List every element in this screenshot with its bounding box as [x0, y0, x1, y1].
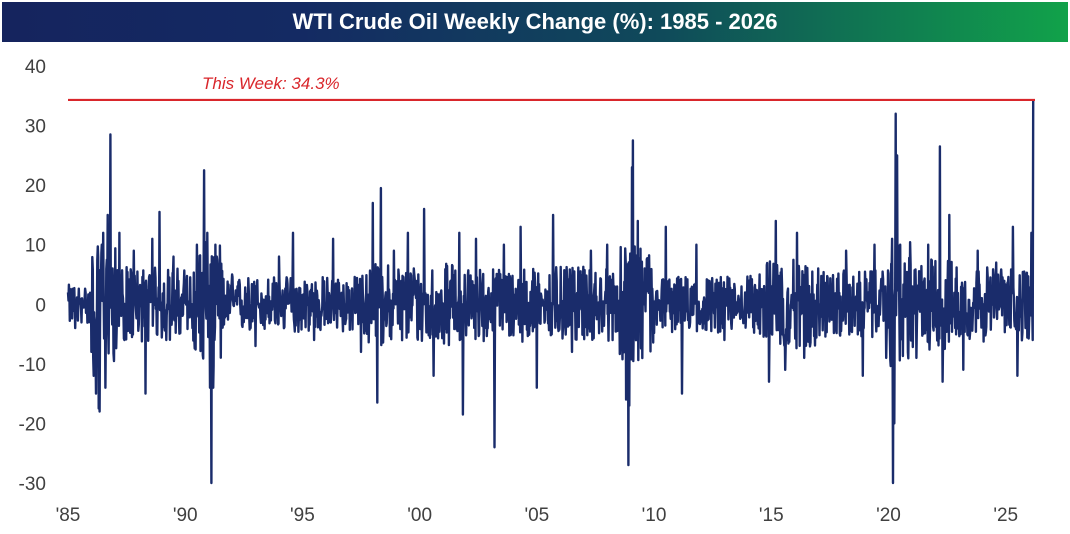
chart-title: WTI Crude Oil Weekly Change (%): 1985 - … [292, 9, 778, 34]
x-tick-label: '90 [173, 505, 198, 526]
y-tick-label: 0 [35, 295, 46, 316]
y-tick-label: 10 [25, 236, 46, 257]
y-tick-label: -30 [19, 474, 46, 495]
y-tick-label: 30 [25, 117, 46, 138]
x-tick-label: '05 [524, 505, 549, 526]
series-line [66, 99, 1035, 485]
y-tick-label: -20 [19, 414, 46, 435]
x-tick-label: '15 [759, 505, 784, 526]
y-tick-label: -10 [19, 355, 46, 376]
x-tick-label: '20 [876, 505, 901, 526]
x-tick-label: '10 [642, 505, 667, 526]
y-tick-label: 40 [25, 57, 46, 78]
annotation-this-week: This Week: 34.3% [202, 74, 340, 93]
x-tick-label: '85 [56, 505, 81, 526]
x-tick-label: '25 [993, 505, 1018, 526]
y-tick-label: 20 [25, 176, 46, 197]
x-tick-label: '95 [290, 505, 315, 526]
x-tick-label: '00 [407, 505, 432, 526]
chart-title-bar: WTI Crude Oil Weekly Change (%): 1985 - … [2, 2, 1068, 42]
